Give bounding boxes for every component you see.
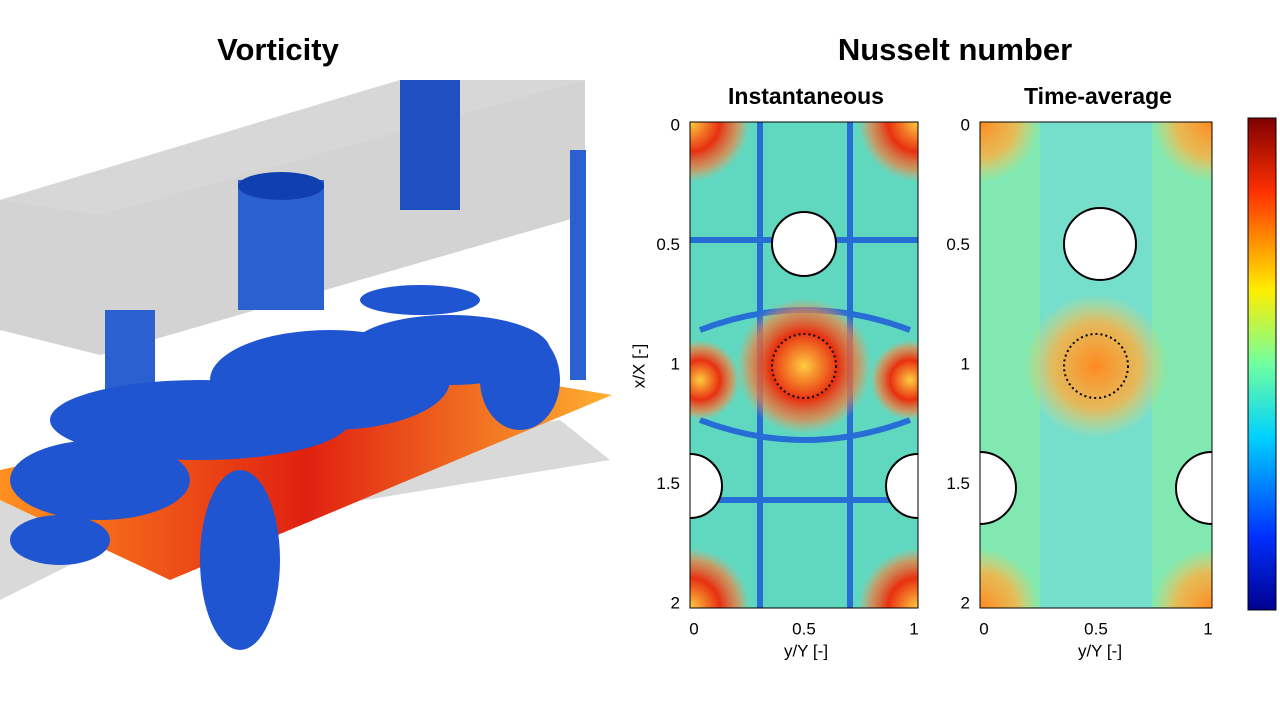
y-tick-label: 0 — [671, 115, 680, 134]
y-axis-label: x/X [-] — [629, 344, 648, 388]
heatmap-time-average — [980, 122, 1212, 608]
x-tick-label: 0.5 — [1084, 619, 1108, 638]
y-tick-label: 0.5 — [946, 235, 970, 254]
y-tick-label: 0 — [961, 115, 970, 134]
panel-title: Vorticity — [217, 32, 339, 67]
plot-subtitle: Time-average — [1024, 83, 1172, 109]
plot-subtitle: Instantaneous — [728, 83, 884, 109]
y-tick-label: 2 — [961, 593, 970, 612]
panel-title: Nusselt number — [838, 32, 1072, 67]
vorticity-render — [0, 80, 612, 650]
y-tick-label: 1 — [961, 354, 970, 373]
y-tick-label: 1.5 — [946, 474, 970, 493]
x-tick-label: 0 — [979, 619, 988, 638]
x-tick-label: 0.5 — [792, 619, 816, 638]
y-tick-label: 1.5 — [656, 474, 680, 493]
x-tick-label: 1 — [909, 619, 918, 638]
x-axis-label: y/Y [-] — [784, 641, 828, 660]
y-tick-label: 1 — [671, 354, 680, 373]
colorbar — [1247, 117, 1277, 611]
x-tick-label: 0 — [689, 619, 698, 638]
heatmap-instantaneous — [690, 122, 918, 608]
x-tick-label: 1 — [1203, 619, 1212, 638]
x-axis-label: y/Y [-] — [1078, 641, 1122, 660]
y-tick-label: 2 — [671, 593, 680, 612]
y-tick-label: 0.5 — [656, 235, 680, 254]
plot-frame — [979, 121, 1213, 609]
plot-frame — [689, 121, 919, 609]
